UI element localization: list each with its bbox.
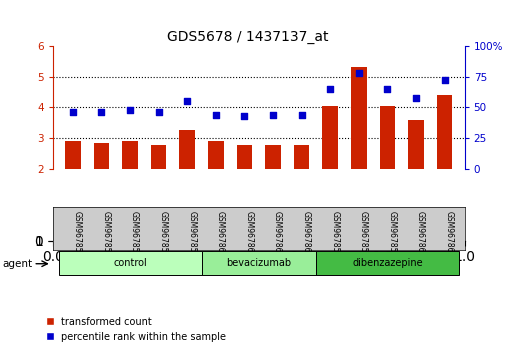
Text: GSM967853: GSM967853 — [101, 211, 110, 258]
Text: bevacizumab: bevacizumab — [226, 258, 291, 268]
Text: GSM967856: GSM967856 — [178, 170, 187, 217]
Text: GSM967863: GSM967863 — [235, 170, 244, 217]
Text: GSM967855: GSM967855 — [149, 170, 158, 217]
Point — [97, 109, 106, 115]
FancyBboxPatch shape — [59, 251, 202, 275]
Point — [183, 98, 192, 104]
Point — [383, 86, 392, 92]
Point — [269, 112, 277, 118]
Bar — [65, 141, 81, 169]
Point — [69, 109, 77, 115]
Text: GSM967860: GSM967860 — [407, 170, 416, 217]
Text: GDS5678 / 1437137_at: GDS5678 / 1437137_at — [167, 30, 329, 44]
Legend: transformed count, percentile rank within the sample: transformed count, percentile rank withi… — [42, 313, 230, 346]
Point — [326, 86, 334, 92]
Point — [297, 112, 306, 118]
Bar — [408, 120, 424, 169]
Point — [154, 109, 163, 115]
Text: GSM967852: GSM967852 — [73, 211, 82, 258]
Bar — [180, 130, 195, 169]
Text: GSM967855: GSM967855 — [158, 211, 167, 258]
Bar — [237, 145, 252, 169]
Text: GSM967864: GSM967864 — [273, 211, 282, 258]
Point — [440, 78, 449, 83]
Text: GSM967862: GSM967862 — [207, 170, 216, 217]
Text: GSM967864: GSM967864 — [264, 170, 273, 217]
Bar — [380, 106, 395, 169]
Text: GSM967856: GSM967856 — [187, 211, 196, 258]
Text: GSM967854: GSM967854 — [121, 170, 130, 217]
Text: GSM967862: GSM967862 — [216, 211, 225, 258]
FancyBboxPatch shape — [316, 251, 459, 275]
Bar — [323, 106, 338, 169]
Text: GSM967863: GSM967863 — [244, 211, 253, 258]
Text: GSM967854: GSM967854 — [130, 211, 139, 258]
Text: GSM967861: GSM967861 — [436, 170, 445, 217]
Bar — [93, 143, 109, 169]
Text: GSM967859: GSM967859 — [388, 211, 397, 258]
Text: agent: agent — [3, 259, 33, 269]
Text: GSM967858: GSM967858 — [359, 211, 368, 258]
Text: control: control — [113, 258, 147, 268]
Text: GSM967861: GSM967861 — [445, 211, 454, 258]
Bar — [122, 141, 138, 169]
Point — [212, 112, 220, 118]
Bar — [294, 145, 309, 169]
FancyBboxPatch shape — [202, 251, 316, 275]
Text: GSM967859: GSM967859 — [379, 170, 388, 217]
Text: GSM967853: GSM967853 — [92, 170, 101, 217]
Point — [126, 107, 134, 113]
Text: GSM967852: GSM967852 — [64, 170, 73, 217]
Bar — [437, 95, 452, 169]
Bar — [151, 145, 166, 169]
Bar — [265, 145, 281, 169]
Text: GSM967857: GSM967857 — [330, 211, 339, 258]
Bar — [351, 68, 366, 169]
Text: GSM967858: GSM967858 — [350, 170, 359, 217]
Text: GSM967865: GSM967865 — [293, 170, 301, 217]
Text: GSM967860: GSM967860 — [416, 211, 425, 258]
Point — [412, 95, 420, 100]
Point — [355, 70, 363, 76]
Point — [240, 113, 249, 119]
Text: GSM967865: GSM967865 — [301, 211, 310, 258]
Text: dibenzazepine: dibenzazepine — [352, 258, 423, 268]
Bar — [208, 141, 224, 169]
Text: GSM967857: GSM967857 — [321, 170, 330, 217]
